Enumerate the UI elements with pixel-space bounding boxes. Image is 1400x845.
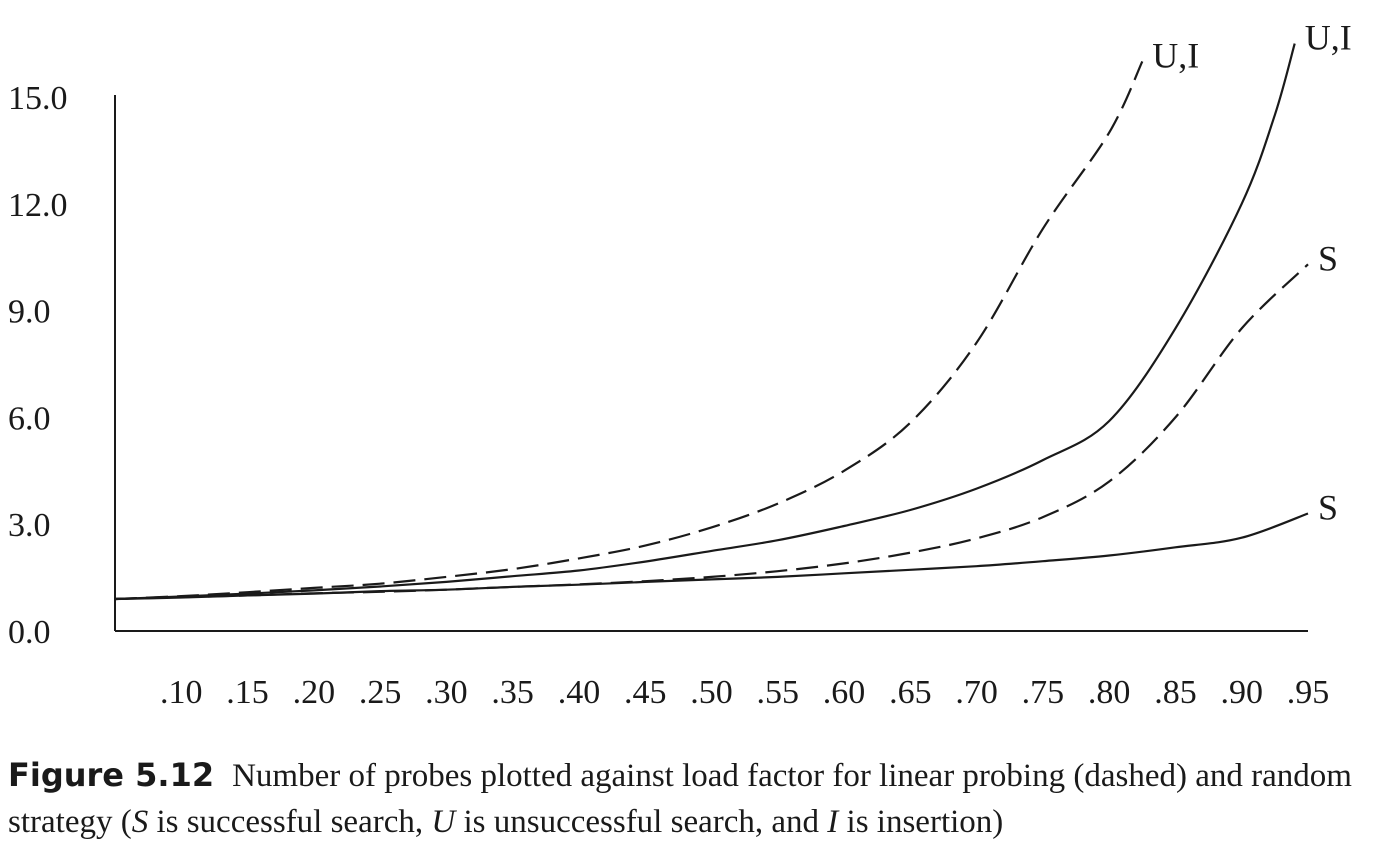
y-tick-label: 3.0 [8,507,51,544]
y-tick-labels: 0.0 3.0 6.0 9.0 12.0 15.0 [8,80,68,651]
caption-segment: is insertion) [838,804,1004,840]
caption-segment: I [827,804,839,840]
caption-text: Number of probes plotted against load fa… [8,758,1352,840]
y-tick-label: 12.0 [8,187,68,224]
caption-segment: is successful search, [148,804,432,840]
y-tick-label: 0.0 [8,614,51,651]
figure-caption: Figure 5.12 Number of probes plotted agai… [8,752,1398,845]
caption-segment: S [131,804,149,840]
x-tick-label: .55 [757,674,800,711]
series-label: S [1318,238,1338,278]
x-tick-label: .45 [624,674,667,711]
x-tick-label: .60 [823,674,866,711]
x-tick-label: .65 [889,674,932,711]
series-line-dashed-ui [114,60,1144,601]
x-tick-label: .20 [293,674,336,711]
x-tick-label: .10 [160,674,203,711]
figure-label: Figure 5.12 [8,756,215,794]
series-line-dashed-s [114,263,1309,601]
x-tick-label: .75 [1022,674,1065,711]
x-tick-label: .90 [1220,674,1263,711]
y-tick-label: 6.0 [8,400,51,437]
series-label: S [1318,488,1338,528]
x-tick-label: .70 [955,674,998,711]
y-tick-label: 15.0 [8,80,68,117]
axes [114,95,1308,632]
x-tick-label: .50 [690,674,733,711]
caption-segment: Number of probes plotted against load fa… [8,758,1352,840]
probe-chart: 0.0 3.0 6.0 9.0 12.0 15.0 .10 .15 .20 .25 .30 .35.… [8,18,1352,711]
x-tick-label: .40 [558,674,601,711]
series-label: U,I [1305,18,1352,58]
x-tick-label: .15 [226,674,269,711]
x-tick-labels: .10 .15 .20 .25 .30 .35 .40 .45 .50 .55 .60 .65 .70.… [160,674,1329,711]
curves [114,43,1309,601]
series-line-solid-s [114,512,1309,601]
x-tick-label: .95 [1287,674,1330,711]
x-tick-label: .80 [1088,674,1131,711]
x-tick-label: .25 [359,674,402,711]
x-tick-label: .30 [425,674,468,711]
caption-segment: U [431,804,456,840]
x-tick-label: .85 [1154,674,1197,711]
caption-segment: is unsuccessful search, and [455,804,828,840]
series-label: U,I [1152,35,1199,75]
curve-labels: U,I U,I S S [1152,18,1351,528]
y-tick-label: 9.0 [8,294,51,331]
series-line-solid-ui [114,43,1296,601]
x-tick-label: .35 [491,674,534,711]
